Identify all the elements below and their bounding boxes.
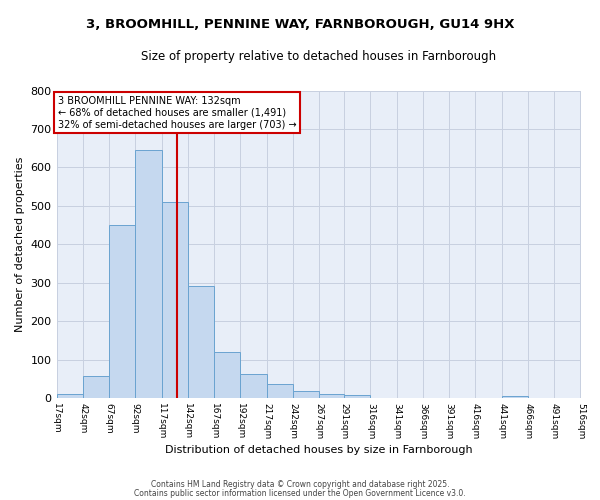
- Bar: [109, 225, 135, 398]
- Bar: [502, 396, 528, 398]
- Bar: [135, 150, 161, 398]
- Bar: [83, 376, 109, 398]
- Bar: [266, 384, 293, 398]
- Bar: [344, 395, 370, 398]
- Title: Size of property relative to detached houses in Farnborough: Size of property relative to detached ho…: [141, 50, 496, 63]
- Bar: [188, 286, 214, 398]
- Text: 3, BROOMHILL, PENNINE WAY, FARNBOROUGH, GU14 9HX: 3, BROOMHILL, PENNINE WAY, FARNBOROUGH, …: [86, 18, 514, 30]
- X-axis label: Distribution of detached houses by size in Farnborough: Distribution of detached houses by size …: [165, 445, 472, 455]
- Bar: [214, 352, 240, 398]
- Bar: [319, 394, 344, 398]
- Bar: [161, 202, 188, 398]
- Bar: [240, 374, 266, 398]
- Text: 3 BROOMHILL PENNINE WAY: 132sqm
← 68% of detached houses are smaller (1,491)
32%: 3 BROOMHILL PENNINE WAY: 132sqm ← 68% of…: [58, 96, 296, 130]
- Text: Contains HM Land Registry data © Crown copyright and database right 2025.: Contains HM Land Registry data © Crown c…: [151, 480, 449, 489]
- Y-axis label: Number of detached properties: Number of detached properties: [15, 156, 25, 332]
- Bar: [56, 394, 83, 398]
- Bar: [293, 390, 319, 398]
- Text: Contains public sector information licensed under the Open Government Licence v3: Contains public sector information licen…: [134, 488, 466, 498]
